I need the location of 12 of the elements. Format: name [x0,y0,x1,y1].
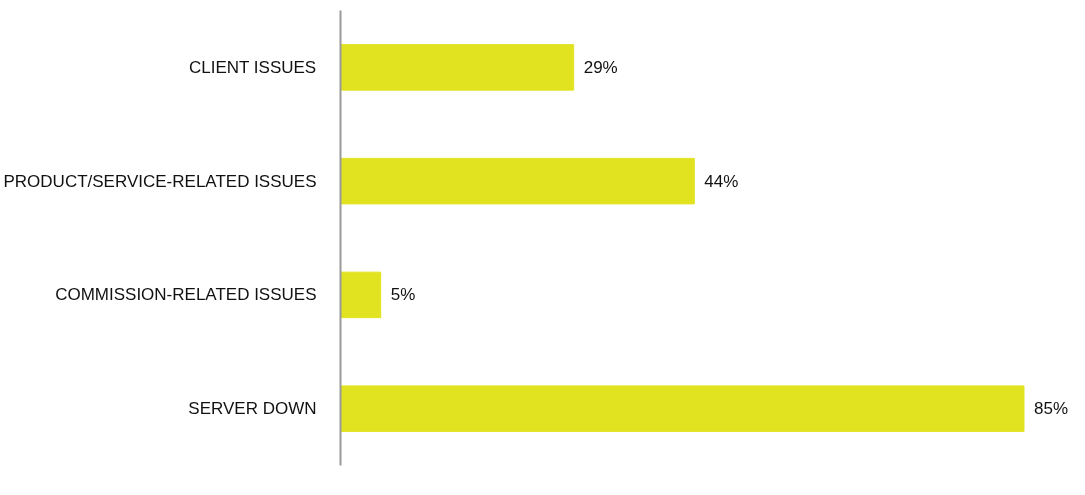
y-tick-label: CLIENT ISSUES [188,57,317,77]
y-tick-label: PRODUCT/SERVICE-RELATED ISSUES [3,171,317,191]
y-tick-label: COMMISSION-RELATED ISSUES [55,285,317,305]
bar [340,385,1025,432]
bar [340,157,695,205]
y-tick-label: SERVER DOWN [188,399,317,419]
bar [340,44,575,91]
data-label: 44% [704,171,739,191]
data-label: 29% [583,57,618,77]
data-label: 5% [390,285,416,305]
bar [340,271,382,319]
data-label: 85% [1033,399,1069,419]
